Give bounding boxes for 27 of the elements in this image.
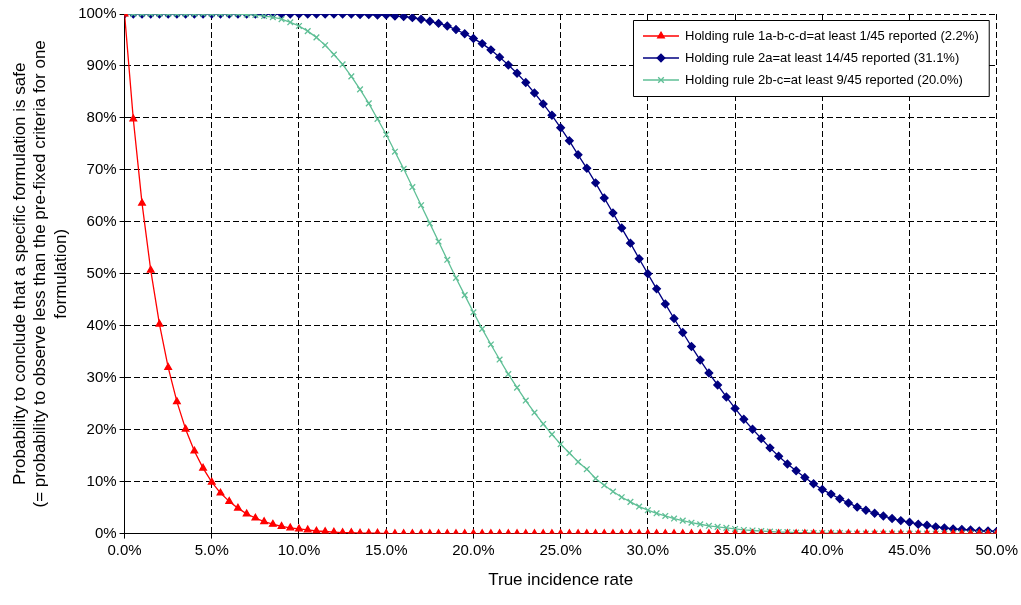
x-tick-label: 10.0% bbox=[277, 540, 321, 558]
y-tick-label: 80% bbox=[86, 108, 117, 126]
y-tick-label: 50% bbox=[86, 263, 117, 281]
x-tick-label: 40.0% bbox=[801, 540, 844, 558]
x-tick-label: 0.0% bbox=[107, 540, 142, 558]
y-tick-label: 60% bbox=[86, 211, 117, 229]
x-tick-label: 30.0% bbox=[626, 540, 670, 558]
x-tick-label: 5.0% bbox=[194, 540, 229, 558]
y-tick-label: 10% bbox=[86, 471, 117, 489]
y-tick-label: 100% bbox=[78, 4, 117, 22]
x-axis-title: True incidence rate bbox=[488, 570, 634, 590]
y-tick-label: 30% bbox=[86, 367, 117, 385]
y-axis-title: Probability to conclude that a specific formulation is safe (= probability to observe less than the pre-fixed criteria for one formulation) bbox=[9, 40, 70, 508]
x-tick-label: 15.0% bbox=[364, 540, 408, 558]
y-tick-label: 40% bbox=[86, 315, 117, 333]
legend-label: Holding rule 2b-c=at least 9/45 reported (20.0%) bbox=[684, 71, 963, 87]
y-tick-label: 0% bbox=[94, 523, 117, 541]
legend-label: Holding rule 2a=at least 14/45 reported (31.1%) bbox=[684, 49, 960, 65]
x-tick-label: 35.0% bbox=[713, 540, 757, 558]
x-tick-label: 20.0% bbox=[452, 540, 495, 558]
legend-label: Holding rule 1a-b-c-d=at least 1/45 reported (2.2%) bbox=[684, 27, 979, 43]
y-tick-label: 70% bbox=[86, 160, 117, 178]
y-tick-label: 20% bbox=[86, 419, 117, 437]
y-tick-label: 90% bbox=[86, 56, 117, 74]
x-tick-label: 50.0% bbox=[975, 540, 1019, 558]
x-tick-label: 45.0% bbox=[888, 540, 931, 558]
x-tick-label: 25.0% bbox=[539, 540, 582, 558]
